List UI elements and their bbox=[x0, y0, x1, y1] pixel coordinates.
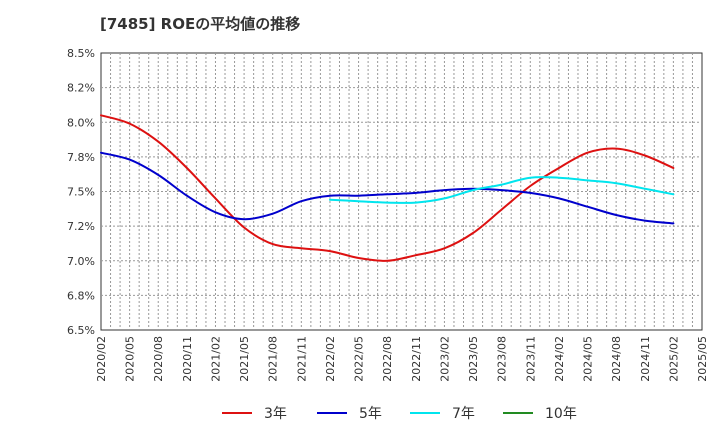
x-tick-label: 2023/08 bbox=[496, 336, 509, 382]
plot-area: 8.5%8.2%8.0%7.8%7.5%7.2%7.0%6.8%6.5%2020… bbox=[67, 47, 709, 382]
x-tick-label: 2020/11 bbox=[181, 336, 194, 382]
y-tick-label: 7.0% bbox=[67, 255, 95, 268]
x-tick-label: 2023/05 bbox=[467, 336, 480, 382]
x-tick-label: 2023/11 bbox=[524, 336, 537, 382]
legend-label-2: 5年 bbox=[359, 406, 382, 422]
x-tick-label: 2022/02 bbox=[324, 336, 337, 382]
x-tick-label: 2021/05 bbox=[238, 336, 251, 382]
x-tick-label: 2024/11 bbox=[639, 336, 652, 382]
legend: 3年 5年 7年 10年 bbox=[222, 406, 577, 422]
x-tick-label: 2023/02 bbox=[438, 336, 451, 382]
y-tick-label: 8.2% bbox=[67, 82, 95, 95]
x-tick-label: 2024/08 bbox=[610, 336, 623, 382]
x-tick-label: 2024/02 bbox=[553, 336, 566, 382]
chart-title: [7485] ROEの平均値の推移 bbox=[100, 15, 300, 33]
legend-label-3: 7年 bbox=[452, 406, 475, 422]
y-tick-label: 8.0% bbox=[67, 116, 95, 129]
y-tick-label: 8.5% bbox=[67, 47, 95, 60]
y-tick-label: 7.8% bbox=[67, 151, 95, 164]
x-tick-label: 2025/05 bbox=[696, 336, 709, 382]
x-tick-label: 2025/02 bbox=[667, 336, 680, 382]
x-tick-label: 2024/05 bbox=[582, 336, 595, 382]
x-tick-label: 2021/08 bbox=[267, 336, 280, 382]
series-line-1 bbox=[100, 114, 675, 262]
series-line-2 bbox=[100, 151, 675, 225]
x-tick-label: 2020/08 bbox=[152, 336, 165, 382]
y-tick-label: 7.2% bbox=[67, 220, 95, 233]
x-tick-label: 2021/02 bbox=[209, 336, 222, 382]
x-tick-label: 2022/11 bbox=[410, 336, 423, 382]
y-tick-label: 6.8% bbox=[67, 289, 95, 302]
y-tick-label: 7.5% bbox=[67, 186, 95, 199]
x-tick-label: 2020/02 bbox=[95, 336, 108, 382]
y-tick-label: 6.5% bbox=[67, 324, 95, 337]
x-tick-label: 2020/05 bbox=[124, 336, 137, 382]
legend-label-4: 10年 bbox=[545, 406, 577, 422]
legend-label-1: 3年 bbox=[264, 406, 287, 422]
x-tick-label: 2022/08 bbox=[381, 336, 394, 382]
x-tick-label: 2021/11 bbox=[295, 336, 308, 382]
x-tick-label: 2022/05 bbox=[353, 336, 366, 382]
series-line-3 bbox=[329, 176, 675, 204]
